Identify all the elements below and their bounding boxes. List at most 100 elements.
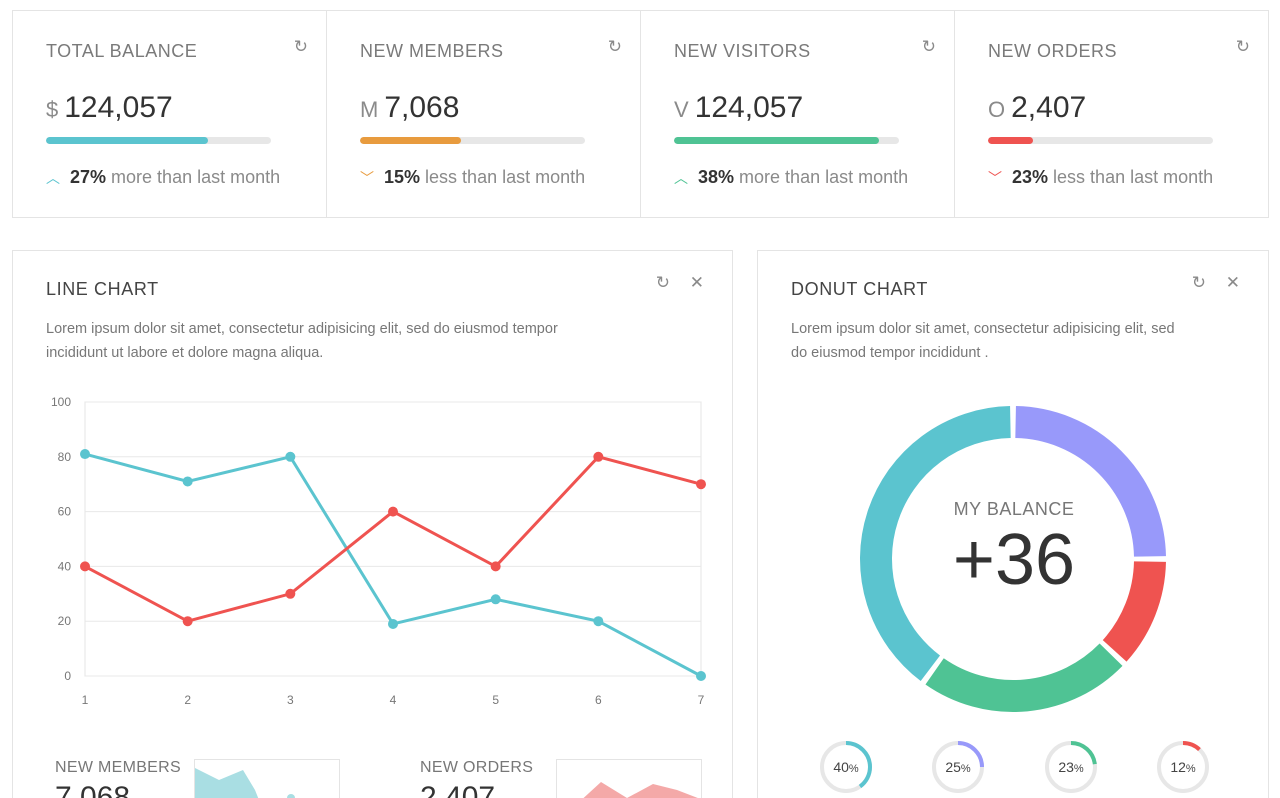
percent-sign: % <box>848 763 859 775</box>
donut-slice[interactable] <box>1014 406 1166 558</box>
stat-prefix: M <box>360 97 379 122</box>
small-donut-label: 23% <box>1058 759 1084 775</box>
small-donut-chart <box>1045 741 1097 793</box>
small-donut-arc <box>1045 741 1097 793</box>
stat-trend-text: less than last month <box>425 167 586 187</box>
mini-value: 7,068 <box>55 781 131 798</box>
donut-slice[interactable] <box>860 406 1011 682</box>
data-point[interactable] <box>182 476 193 487</box>
stat-value: V 124,057 <box>674 91 803 125</box>
x-tick-label: 4 <box>390 693 397 707</box>
chevron-up-icon: ︿ <box>674 170 688 186</box>
small-donut-label: 12% <box>1170 759 1196 775</box>
stat-trend-text: less than last month <box>1053 167 1214 187</box>
refresh-icon[interactable]: ↻ <box>293 37 308 56</box>
progress-track <box>674 137 899 144</box>
stat-prefix: $ <box>46 97 59 122</box>
stat-value: $124,057 <box>46 91 173 125</box>
refresh-icon[interactable]: ↻ <box>655 273 670 292</box>
progress-fill <box>674 137 879 144</box>
progress-fill <box>360 137 462 144</box>
data-point[interactable] <box>490 594 501 605</box>
y-tick-label: 100 <box>51 395 71 409</box>
data-point[interactable] <box>388 618 398 629</box>
data-point[interactable] <box>388 506 398 517</box>
stat-trend-text: more than last month <box>739 167 909 187</box>
donut-chart <box>860 406 1166 712</box>
small-donut-chart <box>1157 741 1209 793</box>
donut-slice[interactable] <box>925 643 1123 712</box>
x-tick-label: 3 <box>287 693 294 707</box>
data-point[interactable] <box>490 561 501 572</box>
description-line: do eiusmod tempor incididunt . <box>791 345 989 361</box>
x-tick-label: 5 <box>492 693 499 707</box>
small-donut-label: 25% <box>945 759 971 775</box>
series-line <box>84 452 702 678</box>
close-icon[interactable]: ✕ <box>1225 273 1240 292</box>
small-donut: 23% <box>1043 739 1099 795</box>
x-tick-label: 1 <box>82 693 89 707</box>
sparkline-orders <box>556 759 702 798</box>
close-icon[interactable]: ✕ <box>689 273 704 292</box>
stat-value: M 7,068 <box>360 91 459 125</box>
stat-percent: 38% <box>698 167 735 187</box>
stats-row: TOTAL BALANCE ↻ $124,057 ︿ 27% more than … <box>12 10 1269 218</box>
stat-percent: 23% <box>1012 167 1049 187</box>
panel-title: DONUT CHART <box>791 279 928 299</box>
small-donut-label: 40% <box>833 759 859 775</box>
mini-stat-new-orders: NEW ORDERS 2,407 <box>420 759 533 798</box>
refresh-icon[interactable]: ↻ <box>607 37 622 56</box>
refresh-icon[interactable]: ↻ <box>921 37 936 56</box>
description-line: incididunt ut labore et dolore magna ali… <box>46 345 324 361</box>
data-point[interactable] <box>285 451 296 462</box>
sparkline-members <box>194 759 340 798</box>
data-point[interactable] <box>182 616 193 627</box>
panel-title: LINE CHART <box>46 279 159 299</box>
x-tick-label: 7 <box>698 693 705 707</box>
progress-fill <box>988 137 1033 144</box>
data-point[interactable] <box>696 479 706 490</box>
stat-prefix: O <box>988 97 1006 122</box>
small-donut-arc <box>820 741 872 793</box>
stat-prefix: V <box>674 97 689 122</box>
percent-sign: % <box>1073 763 1084 775</box>
small-donut: 40% <box>818 739 874 795</box>
refresh-icon[interactable]: ↻ <box>1235 37 1250 56</box>
sparkline-point <box>287 794 295 798</box>
small-donut-arc <box>932 741 984 793</box>
data-point[interactable] <box>593 616 604 627</box>
plot-frame <box>84 401 702 677</box>
mini-stat-new-members: NEW MEMBERS 7,068 <box>55 759 181 798</box>
data-point[interactable] <box>80 561 90 572</box>
stat-trend: ﹀ 15% less than last month <box>360 167 585 188</box>
donut-center-label: MY BALANCE <box>953 499 1075 519</box>
small-donut-arc <box>1157 741 1209 793</box>
stat-title: NEW ORDERS <box>988 41 1118 61</box>
stat-trend-text: more than last month <box>111 167 281 187</box>
small-donut-chart <box>932 741 984 793</box>
sparkline-members-chart <box>195 768 295 798</box>
data-point[interactable] <box>80 449 90 460</box>
x-tick-label: 2 <box>184 693 191 707</box>
x-tick-label: 6 <box>595 693 602 707</box>
data-point[interactable] <box>593 451 604 462</box>
stat-number: 2,407 <box>1011 91 1087 124</box>
stat-number: 7,068 <box>384 91 460 124</box>
donut-slice[interactable] <box>1102 560 1166 662</box>
data-point[interactable] <box>696 671 706 681</box>
stat-title: TOTAL BALANCE <box>46 41 198 61</box>
sparkline-area <box>195 768 259 798</box>
percent-sign: % <box>1185 763 1196 775</box>
y-tick-label: 80 <box>58 450 72 464</box>
sparkline-orders-chart <box>583 782 698 798</box>
progress-track <box>988 137 1213 144</box>
sparkline-area <box>583 782 698 798</box>
progress-track <box>360 137 585 144</box>
stat-percent: 27% <box>70 167 107 187</box>
stat-trend: ︿ 27% more than last month <box>46 167 280 188</box>
line-chart-panel: LINE CHART ↻ ✕ Lorem ipsum dolor sit ame… <box>12 250 733 798</box>
data-point[interactable] <box>285 588 296 599</box>
refresh-icon[interactable]: ↻ <box>1191 273 1206 292</box>
stat-trend: ︿ 38% more than last month <box>674 167 908 188</box>
y-tick-label: 40 <box>58 559 72 573</box>
